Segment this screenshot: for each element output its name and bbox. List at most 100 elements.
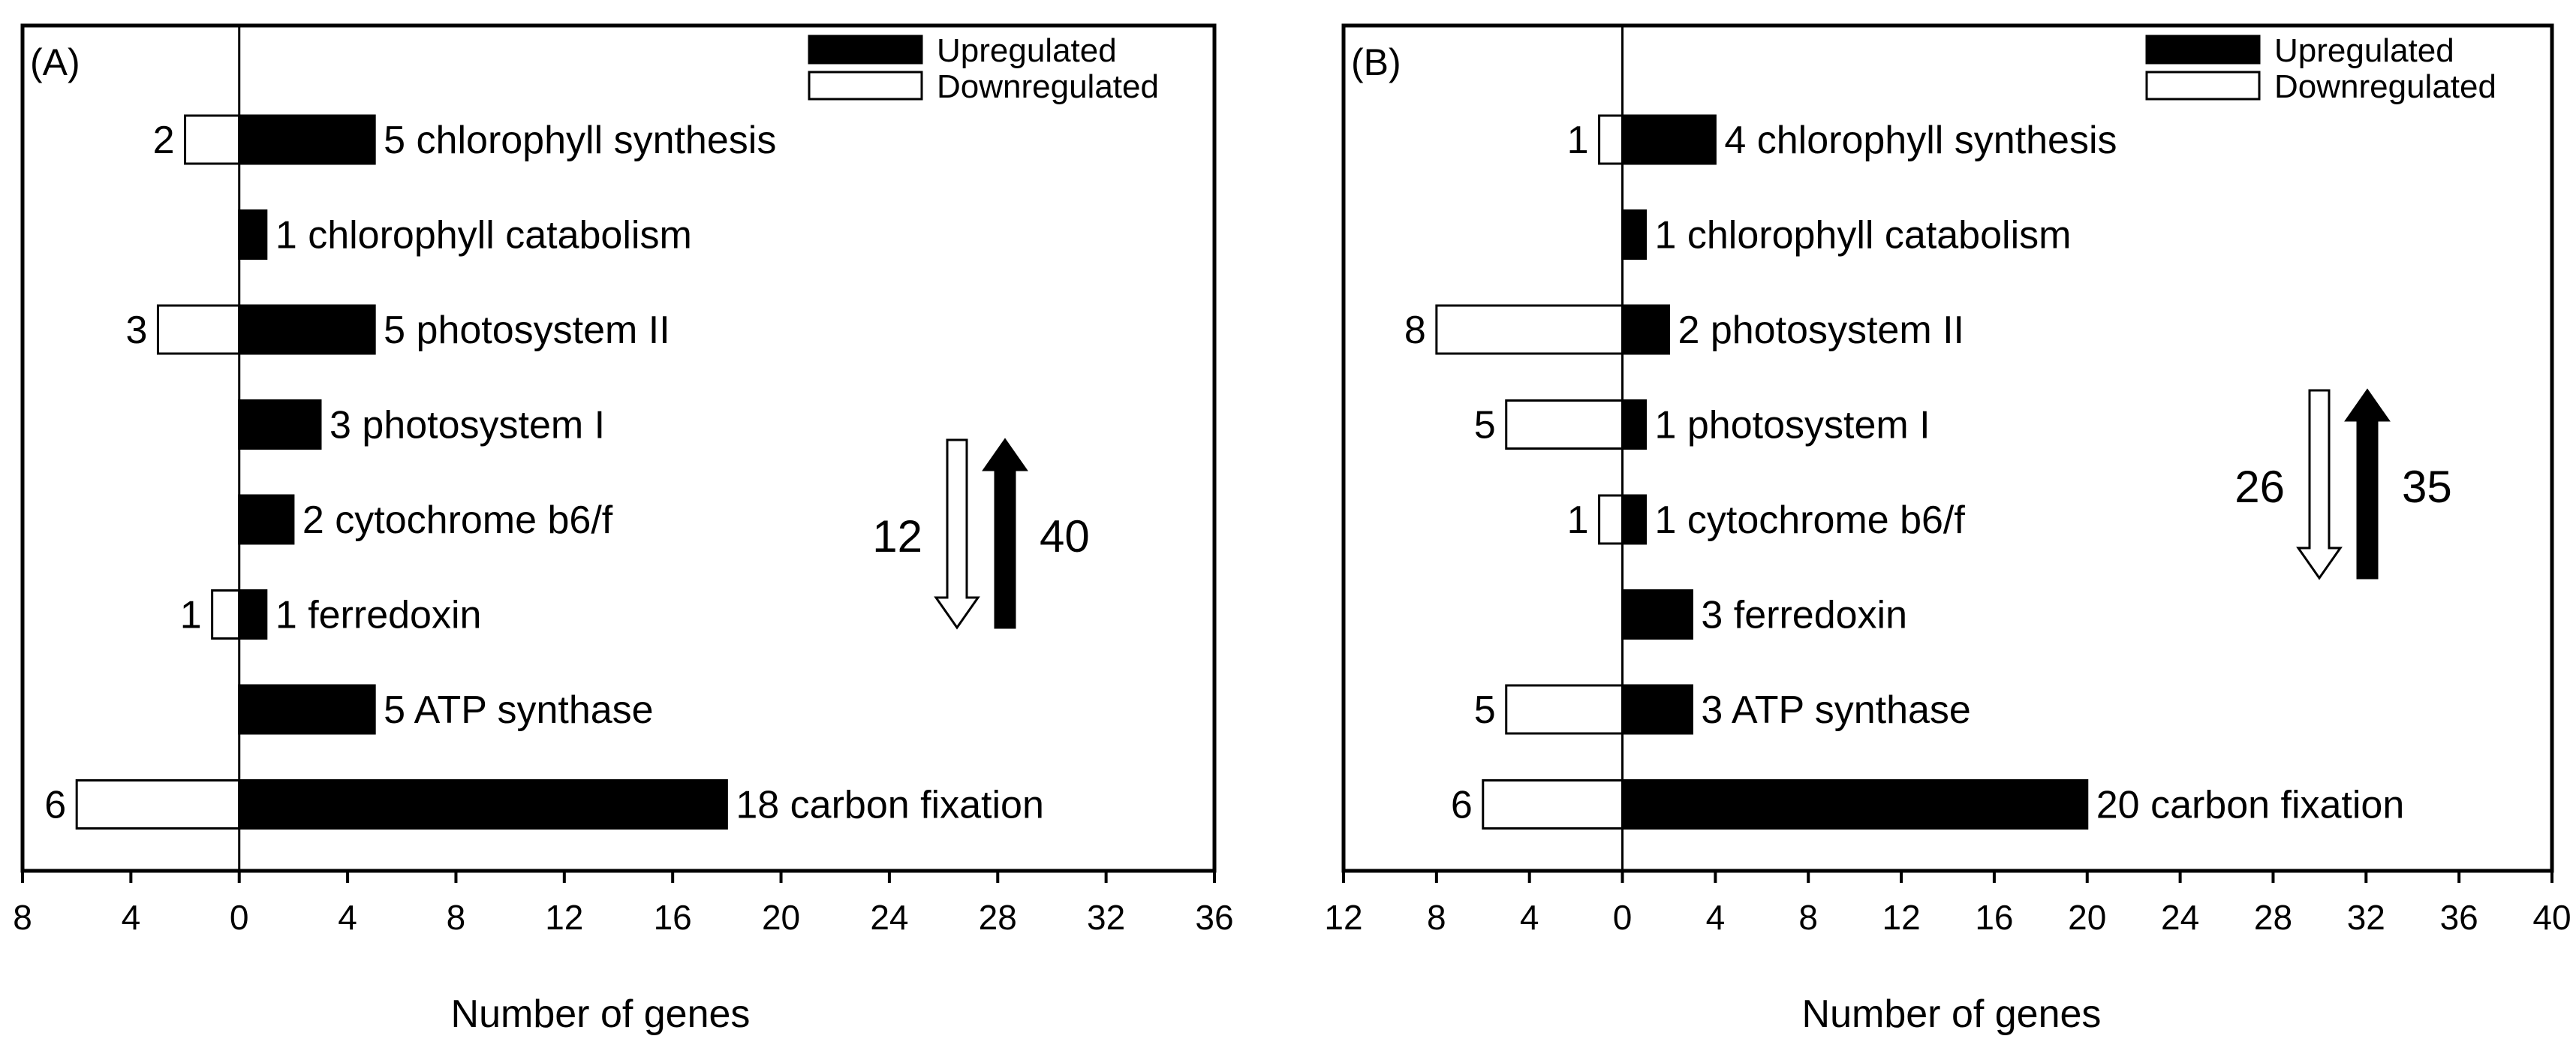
x-tick-label: 8 xyxy=(447,898,466,937)
category-name: ATP synthase xyxy=(414,688,654,732)
x-tick-label: 8 xyxy=(1798,898,1818,937)
category-label: 4 chlorophyll synthesis xyxy=(1724,119,2117,162)
category-name: carbon fixation xyxy=(2150,784,2404,827)
x-tick-label: 20 xyxy=(762,898,800,937)
x-tick-label: 4 xyxy=(338,898,357,937)
data-label-downregulated: 8 xyxy=(1404,309,1426,352)
category-label: 2 cytochrome b6/f xyxy=(302,498,613,542)
category-name: photosystem II xyxy=(1711,309,1964,352)
x-tick-label: 0 xyxy=(230,898,249,937)
bar-upregulated xyxy=(1621,589,1693,640)
x-tick-label: 8 xyxy=(1427,898,1446,937)
bar-downregulated xyxy=(211,589,241,640)
x-tick-label: 36 xyxy=(2440,898,2478,937)
x-tick-label: 28 xyxy=(979,898,1017,937)
data-label-upregulated: 1 xyxy=(1655,404,1677,447)
panel-label: (A) xyxy=(30,41,80,83)
category-label: 2 photosystem II xyxy=(1678,309,1964,352)
data-label-downregulated: 1 xyxy=(1567,498,1589,542)
data-label-upregulated: 20 xyxy=(2096,784,2140,827)
data-label-upregulated: 1 xyxy=(275,214,297,257)
total-downregulated: 12 xyxy=(872,511,922,562)
data-label-downregulated: 1 xyxy=(1567,119,1589,162)
bar-upregulated xyxy=(238,304,376,355)
category-name: cytochrome b6/f xyxy=(1687,498,1965,542)
data-label-upregulated: 5 xyxy=(384,119,405,162)
data-label-upregulated: 2 xyxy=(302,498,324,542)
x-tick-label: 8 xyxy=(13,898,32,937)
category-label: 20 carbon fixation xyxy=(2096,784,2405,827)
data-label-upregulated: 4 xyxy=(1724,119,1746,162)
legend-label-upregulated: Upregulated xyxy=(937,32,1117,69)
x-tick-label: 0 xyxy=(1613,898,1633,937)
legend-swatch-upregulated xyxy=(808,35,923,65)
category-name: ferredoxin xyxy=(1734,594,1907,637)
bar-upregulated xyxy=(238,114,376,165)
category-name: photosystem I xyxy=(362,404,605,447)
category-label: 5 ATP synthase xyxy=(384,688,653,732)
category-label: 5 chlorophyll synthesis xyxy=(384,119,776,162)
bar-downregulated xyxy=(1598,494,1624,545)
arrow-down-total xyxy=(934,438,980,630)
category-label: 1 chlorophyll catabolism xyxy=(275,214,692,257)
category-label: 3 ferredoxin xyxy=(1701,594,1907,637)
category-label: 1 ferredoxin xyxy=(275,594,482,637)
legend-swatch-upregulated xyxy=(2145,35,2261,65)
category-name: ferredoxin xyxy=(308,594,481,637)
category-name: ATP synthase xyxy=(1732,688,1971,732)
total-upregulated: 35 xyxy=(2402,462,2452,512)
data-label-upregulated: 2 xyxy=(1678,309,1699,352)
bar-upregulated xyxy=(238,209,268,260)
bar-upregulated xyxy=(238,684,376,735)
category-label: 3 ATP synthase xyxy=(1701,688,1970,732)
bar-upregulated xyxy=(1621,304,1670,355)
x-tick-label: 32 xyxy=(1087,898,1125,937)
category-name: photosystem II xyxy=(417,309,670,352)
x-tick-label: 4 xyxy=(122,898,141,937)
arrow-up-total xyxy=(2344,388,2391,580)
x-tick-label: 12 xyxy=(1882,898,1920,937)
category-label: 1 cytochrome b6/f xyxy=(1655,498,1966,542)
legend-swatch-downregulated xyxy=(2145,71,2261,101)
x-axis-label: Number of genes xyxy=(451,992,751,1036)
bar-downregulated xyxy=(1435,304,1624,355)
total-upregulated: 40 xyxy=(1040,511,1090,562)
x-tick-label: 24 xyxy=(870,898,908,937)
data-label-upregulated: 3 xyxy=(1701,688,1723,732)
legend-label-upregulated: Upregulated xyxy=(2274,32,2454,69)
category-name: chlorophyll catabolism xyxy=(1687,214,2072,257)
bar-downregulated xyxy=(1505,399,1624,450)
legend-label-downregulated: Downregulated xyxy=(937,68,1159,105)
x-tick-label: 16 xyxy=(1975,898,2013,937)
data-label-upregulated: 1 xyxy=(1655,214,1677,257)
x-tick-label: 20 xyxy=(2068,898,2106,937)
data-label-downregulated: 2 xyxy=(153,119,175,162)
bar-upregulated xyxy=(238,399,322,450)
data-label-downregulated: 6 xyxy=(44,784,66,827)
category-name: chlorophyll synthesis xyxy=(417,119,777,162)
bar-downregulated xyxy=(1482,779,1624,830)
data-label-upregulated: 1 xyxy=(1655,498,1677,542)
bar-downregulated xyxy=(1505,684,1624,735)
bar-upregulated xyxy=(1621,209,1648,260)
bar-upregulated xyxy=(238,589,268,640)
bar-upregulated xyxy=(238,779,728,830)
bar-downregulated xyxy=(184,114,241,165)
plot-frame xyxy=(20,23,1217,873)
data-label-downregulated: 5 xyxy=(1474,688,1496,732)
data-label-downregulated: 5 xyxy=(1474,404,1496,447)
x-tick-label: 4 xyxy=(1520,898,1539,937)
data-label-upregulated: 18 xyxy=(736,784,779,827)
x-tick-label: 16 xyxy=(654,898,692,937)
data-label-upregulated: 5 xyxy=(384,688,405,732)
data-label-downregulated: 3 xyxy=(126,309,148,352)
x-tick-label: 32 xyxy=(2347,898,2385,937)
data-label-upregulated: 3 xyxy=(1701,594,1723,637)
category-label: 1 chlorophyll catabolism xyxy=(1655,214,2072,257)
panel-label: (B) xyxy=(1351,41,1401,83)
bar-upregulated xyxy=(1621,399,1648,450)
category-name: cytochrome b6/f xyxy=(335,498,612,542)
